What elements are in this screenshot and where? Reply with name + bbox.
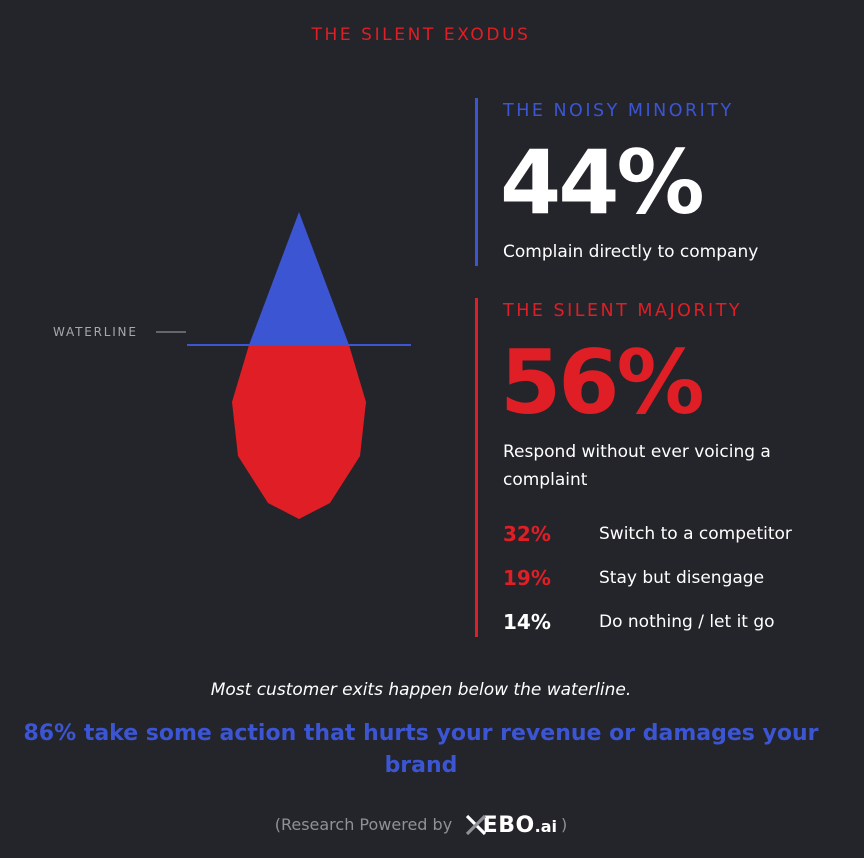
logo-x-icon bbox=[466, 814, 487, 836]
headline-text: 86% take some action that hurts your rev… bbox=[23, 721, 819, 778]
iceberg-above-water bbox=[249, 212, 349, 345]
takeaway-text: Most customer exits happen below the wat… bbox=[210, 680, 632, 700]
footer-suffix: ) bbox=[561, 814, 568, 834]
xebo-logo[interactable]: X EBO .ai bbox=[464, 810, 557, 838]
majority-description: Respond without ever voicing a complaint bbox=[503, 442, 771, 490]
majority-percent: 56% bbox=[500, 331, 705, 434]
breakdown-percent: 32% bbox=[503, 522, 551, 546]
breakdown-percent: 14% bbox=[503, 610, 551, 634]
minority-percent: 44% bbox=[500, 131, 705, 234]
waterline-label: WATERLINE bbox=[53, 325, 138, 339]
majority-label: THE SILENT MAJORITY bbox=[503, 301, 743, 321]
breakdown-label: Switch to a competitor bbox=[599, 524, 792, 544]
logo-x-mark: X bbox=[464, 810, 487, 838]
minority-label: THE NOISY MINORITY bbox=[503, 101, 734, 121]
breakdown-percent: 19% bbox=[503, 566, 551, 590]
minority-accent-bar bbox=[475, 98, 478, 266]
infographic-title: THE SILENT EXODUS bbox=[311, 25, 531, 45]
minority-description: Complain directly to company bbox=[503, 242, 759, 262]
logo-ai-text: .ai bbox=[534, 817, 558, 836]
footer-credit: (Research Powered by X EBO .ai ) bbox=[0, 810, 842, 838]
iceberg-below-water bbox=[232, 345, 366, 519]
breakdown-label: Stay but disengage bbox=[599, 568, 765, 588]
majority-accent-bar bbox=[475, 298, 478, 637]
breakdown-label: Do nothing / let it go bbox=[599, 612, 775, 632]
footer-prefix: (Research Powered by bbox=[274, 814, 453, 834]
logo-ebo-text: EBO bbox=[482, 813, 535, 838]
